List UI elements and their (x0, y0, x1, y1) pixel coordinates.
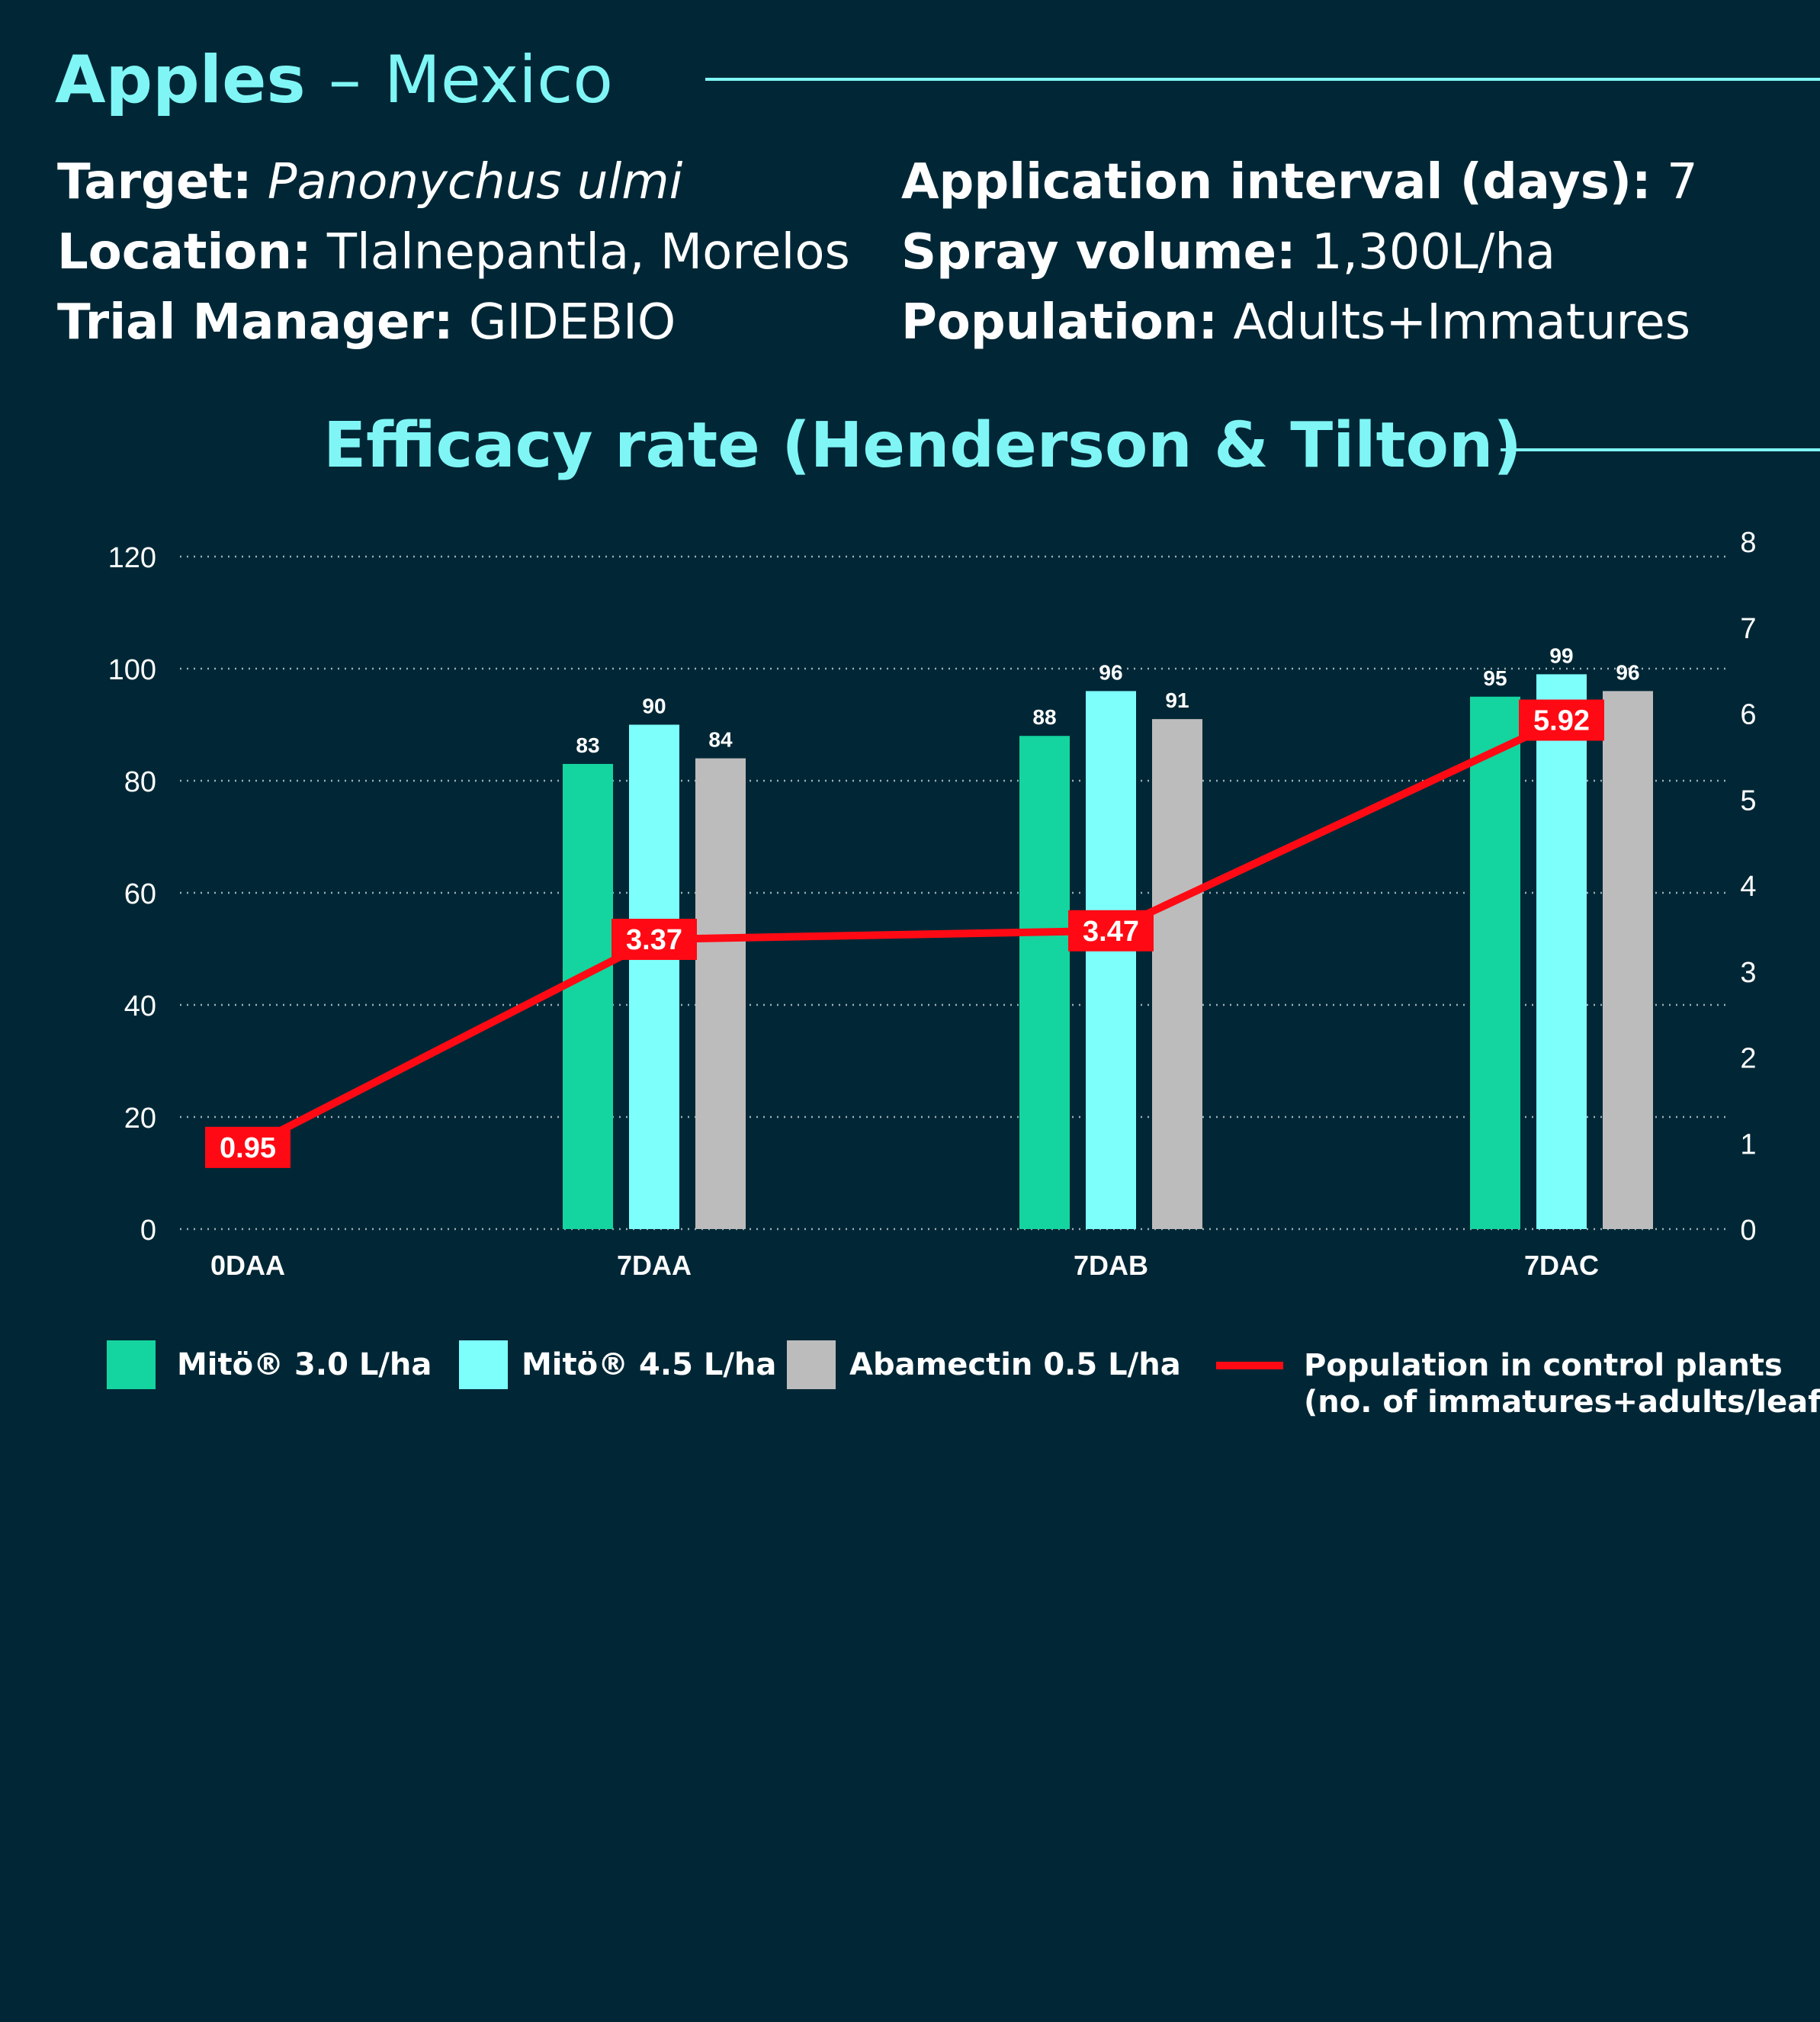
legend: Mitö® 3.0 L/ha Mitö® 4.5 L/ha Abamectin … (0, 1340, 1820, 1439)
legend-label-control-1: Population in control plants (1304, 1348, 1783, 1383)
info-location: Location: Tlalnepantla, Morelos (57, 217, 850, 287)
control-point-label-bg (205, 1126, 290, 1168)
legend-label-control-2: (no. of immatures+adults/leaf) (1304, 1385, 1820, 1420)
y-right-tick-label: 1 (1740, 1128, 1756, 1160)
bar-data-label: 96 (1616, 660, 1639, 684)
bar-data-label: 83 (576, 733, 599, 757)
bar-abamectin (1603, 691, 1653, 1229)
info-population: Population: Adults+Immatures (901, 287, 1690, 358)
info-manager-label: Trial Manager: (57, 294, 454, 351)
info-interval: Application interval (days): 7 (901, 147, 1698, 217)
y-right-tick-label: 4 (1740, 871, 1756, 903)
legend-swatch-abamectin (787, 1340, 836, 1389)
y-left-tick-label: 40 (124, 990, 156, 1022)
y-right-tick-label: 2 (1740, 1043, 1756, 1075)
chart-title-text: Efficacy rate (Henderson & Tilton) (323, 409, 1522, 482)
control-point-label: 3.47 (1083, 916, 1139, 948)
bar-mito45 (629, 724, 679, 1229)
bar-mito30 (1470, 696, 1520, 1229)
legend-label-mito30: Mitö® 3.0 L/ha (177, 1347, 432, 1382)
y-left-tick-label: 60 (124, 878, 156, 910)
title-rule (705, 78, 1820, 81)
info-manager: Trial Manager: GIDEBIO (57, 287, 676, 358)
bar-data-label: 91 (1165, 688, 1189, 712)
info-target-value: Panonychus ulmi (267, 154, 683, 210)
bar-data-label: 95 (1483, 666, 1507, 690)
y-right-tick-label: 7 (1740, 613, 1756, 645)
bar-mito30 (1019, 736, 1070, 1229)
legend-line-control (1216, 1362, 1283, 1369)
control-point-label: 3.37 (626, 924, 682, 956)
info-manager-value: GIDEBIO (468, 294, 676, 351)
bar-data-label: 90 (642, 695, 666, 718)
x-tick-label: 7DAA (617, 1250, 692, 1281)
chart-title: Efficacy rate (Henderson & Tilton) (0, 408, 1820, 484)
bar-data-label: 84 (708, 728, 733, 752)
bar-mito45 (1536, 674, 1587, 1229)
info-target-label: Target: (57, 154, 252, 210)
y-left-tick-label: 100 (108, 654, 156, 686)
y-right-tick-label: 6 (1740, 699, 1756, 731)
chart-title-rule (1501, 448, 1820, 451)
control-population-line (246, 716, 1564, 1151)
info-interval-value: 7 (1666, 154, 1698, 210)
info-population-value: Adults+Immatures (1233, 294, 1691, 351)
info-location-value: Tlalnepantla, Morelos (326, 224, 850, 281)
info-interval-label: Application interval (days): (901, 154, 1651, 210)
bar-mito30 (563, 763, 613, 1229)
line-layer: 0.95 3.37 3.47 5.92 (205, 699, 1604, 1168)
y-left-tick-label: 120 (108, 542, 156, 574)
y-left-tick-label: 80 (124, 766, 156, 798)
info-target: Target: Panonychus ulmi (57, 147, 682, 217)
x-tick-label: 7DAB (1074, 1250, 1148, 1281)
y-right-tick-label: 0 (1740, 1215, 1756, 1247)
y-right-tick-label: 5 (1740, 785, 1756, 817)
info-spray: Spray volume: 1,300L/ha (901, 217, 1555, 287)
control-point-label-bg (1068, 910, 1154, 952)
bar-mito45 (1086, 691, 1136, 1229)
bar-data-label: 88 (1032, 705, 1056, 729)
y-right-tick-label: 8 (1740, 527, 1756, 559)
bar-abamectin (1152, 719, 1202, 1229)
control-point-label: 5.92 (1533, 705, 1590, 737)
info-location-label: Location: (57, 224, 312, 281)
bar-abamectin (695, 758, 746, 1229)
title-separator: – (328, 42, 361, 118)
control-point-label: 0.95 (220, 1132, 276, 1164)
control-point-label-bg (1519, 699, 1604, 741)
info-population-label: Population: (901, 294, 1218, 351)
x-tick-label: 7DAC (1524, 1250, 1599, 1281)
axis-layer: 0 20 40 60 80 100 120 0 1 2 3 4 5 6 7 8 0DAA 7DAA 7DAB 7DAC (108, 527, 1757, 1281)
page-title: Apples – Mexico (55, 38, 613, 122)
control-point-label-bg (611, 919, 697, 961)
x-tick-label: 0DAA (210, 1250, 285, 1281)
legend-swatch-mito30 (107, 1340, 156, 1389)
info-spray-value: 1,300L/ha (1311, 224, 1556, 281)
bar-data-label: 99 (1549, 644, 1573, 667)
title-crop: Apples (55, 42, 306, 118)
bars-layer: 83 90 84 88 96 91 95 99 96 (563, 644, 1653, 1229)
bar-data-label: 96 (1099, 660, 1122, 684)
y-right-tick-label: 3 (1740, 957, 1756, 989)
y-left-tick-label: 0 (140, 1215, 156, 1247)
legend-swatch-mito45 (459, 1340, 508, 1389)
y-left-tick-label: 20 (124, 1102, 156, 1135)
info-spray-label: Spray volume: (901, 224, 1296, 281)
legend-label-mito45: Mitö® 4.5 L/ha (522, 1347, 777, 1382)
legend-label-abamectin: Abamectin 0.5 L/ha (849, 1347, 1181, 1382)
title-country: Mexico (384, 42, 613, 118)
